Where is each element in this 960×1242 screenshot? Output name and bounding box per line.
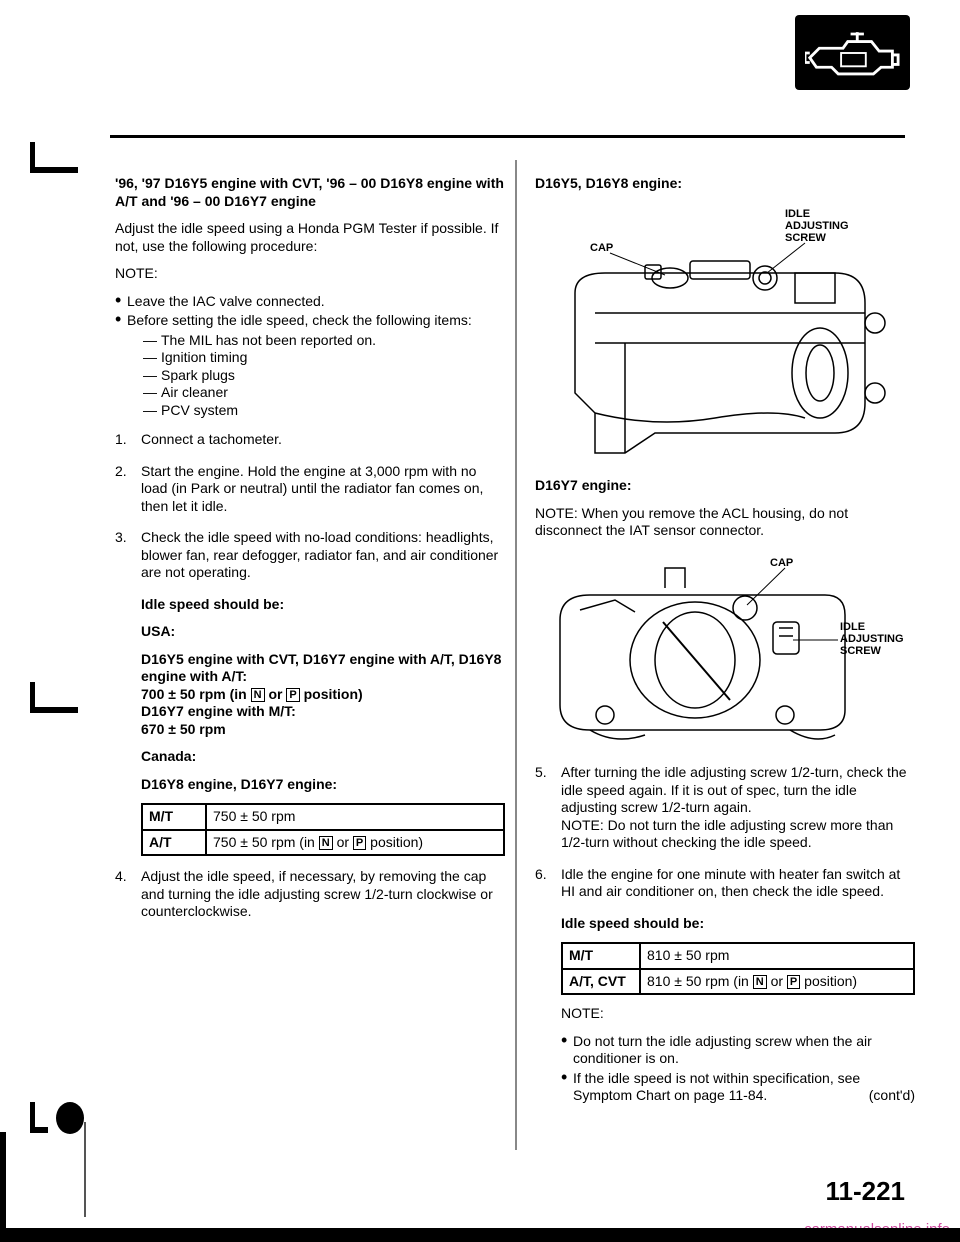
step-text: Start the engine. Hold the engine at 3,0…: [141, 463, 505, 516]
gear-p-icon: P: [286, 688, 299, 702]
label-cap2: CAP: [770, 557, 793, 569]
usa-spec: D16Y5 engine with CVT, D16Y7 engine with…: [141, 651, 505, 739]
label-idle: IDLE: [785, 208, 810, 220]
note2-label: NOTE:: [561, 1005, 915, 1023]
table-row: M/T 810 ± 50 rpm: [562, 943, 914, 969]
steps-1-3: 1.Connect a tachometer. 2.Start the engi…: [115, 431, 505, 582]
step-text: Check the idle speed with no-load condit…: [141, 529, 505, 582]
dash-item: The MIL has not been reported on.: [161, 332, 376, 350]
note-bullet: Before setting the idle speed, check the…: [127, 312, 505, 330]
bottom-mark-icon: [30, 1100, 90, 1135]
idle-label-2: Idle speed should be:: [561, 915, 915, 933]
step-4: 4.Adjust the idle speed, if necessary, b…: [115, 868, 505, 921]
page: '96, '97 D16Y5 engine with CVT, '96 – 00…: [0, 0, 960, 1242]
contd: (cont'd): [869, 1087, 915, 1105]
table-head: M/T: [142, 804, 206, 830]
note-bullet: Leave the IAC valve connected.: [127, 293, 505, 311]
dash-item: PCV system: [161, 402, 238, 420]
usa-label: USA:: [141, 623, 505, 641]
note2-bullet: If the idle speed is not within specific…: [573, 1070, 915, 1105]
table-cell: 750 ± 50 rpm (in N or P position): [206, 830, 504, 856]
table-cell: 750 ± 50 rpm: [206, 804, 504, 830]
idle-spec-table-2: M/T 810 ± 50 rpm A/T, CVT 810 ± 50 rpm (…: [561, 942, 915, 995]
page-number: 11-221: [825, 1176, 905, 1207]
left-column: '96, '97 D16Y5 engine with CVT, '96 – 00…: [115, 175, 505, 935]
note2-bullet: Do not turn the idle adjusting screw whe…: [573, 1033, 915, 1068]
section-title: '96, '97 D16Y5 engine with CVT, '96 – 00…: [115, 175, 505, 210]
canada-label: Canada:: [141, 748, 505, 766]
column-divider: [515, 160, 517, 1150]
steps-5-6: 5.After turning the idle adjusting screw…: [535, 764, 915, 901]
label-adj2: ADJUSTING: [840, 633, 904, 645]
gutter-mark: [84, 1122, 86, 1217]
table-row: A/T 750 ± 50 rpm (in N or P position): [142, 830, 504, 856]
note-bullets: •Leave the IAC valve connected. •Before …: [115, 293, 505, 330]
figure1-title: D16Y5, D16Y8 engine:: [535, 175, 915, 193]
table-head: M/T: [562, 943, 640, 969]
engine-icon: [805, 23, 900, 83]
label-idle2: IDLE: [840, 621, 865, 633]
right-column: D16Y5, D16Y8 engine: IDLE ADJUSTING SCRE…: [535, 175, 915, 1117]
canada-table-title: D16Y8 engine, D16Y7 engine:: [141, 776, 505, 794]
fig1-note-head: D16Y7 engine:: [535, 477, 915, 495]
dash-item: Ignition timing: [161, 349, 247, 367]
canada-spec-table: M/T 750 ± 50 rpm A/T 750 ± 50 rpm (in N …: [141, 803, 505, 856]
throttle-body-diagram-2: CAP IDLE ADJUSTING SCREW: [535, 550, 915, 755]
step-text: After turning the idle adjusting screw 1…: [561, 764, 915, 852]
fig1-note: NOTE: When you remove the ACL housing, d…: [535, 505, 915, 540]
dash-list: —The MIL has not been reported on. —Igni…: [143, 332, 505, 420]
label-adj: ADJUSTING: [785, 220, 849, 232]
gear-n-icon: N: [251, 688, 265, 702]
page-border-left: [0, 1132, 6, 1242]
table-cell: 810 ± 50 rpm (in N or P position): [640, 969, 914, 995]
label-screw2: SCREW: [840, 645, 882, 657]
step-text: Adjust the idle speed, if necessary, by …: [141, 868, 505, 921]
gear-n-icon: N: [753, 975, 767, 989]
corner-mark-icon: [30, 140, 80, 175]
idle-label: Idle speed should be:: [141, 596, 505, 614]
label-cap: CAP: [590, 242, 613, 254]
table-head: A/T: [142, 830, 206, 856]
dash-item: Spark plugs: [161, 367, 235, 385]
note-label: NOTE:: [115, 265, 505, 283]
table-row: M/T 750 ± 50 rpm: [142, 804, 504, 830]
throttle-body-diagram-1: IDLE ADJUSTING SCREW CAP: [535, 203, 915, 468]
gear-n-icon: N: [319, 836, 333, 850]
gear-p-icon: P: [787, 975, 800, 989]
table-row: A/T, CVT 810 ± 50 rpm (in N or P positio…: [562, 969, 914, 995]
label-screw: SCREW: [785, 232, 827, 244]
side-mark-icon: [30, 680, 80, 715]
intro-text: Adjust the idle speed using a Honda PGM …: [115, 220, 505, 255]
header-rule: [110, 135, 905, 138]
dash-item: Air cleaner: [161, 384, 228, 402]
table-cell: 810 ± 50 rpm: [640, 943, 914, 969]
table-head: A/T, CVT: [562, 969, 640, 995]
brand-logo: [795, 15, 910, 90]
step-text: Connect a tachometer.: [141, 431, 505, 449]
gear-p-icon: P: [353, 836, 366, 850]
step-text: Idle the engine for one minute with heat…: [561, 866, 915, 901]
page-border-bottom: [0, 1228, 960, 1242]
